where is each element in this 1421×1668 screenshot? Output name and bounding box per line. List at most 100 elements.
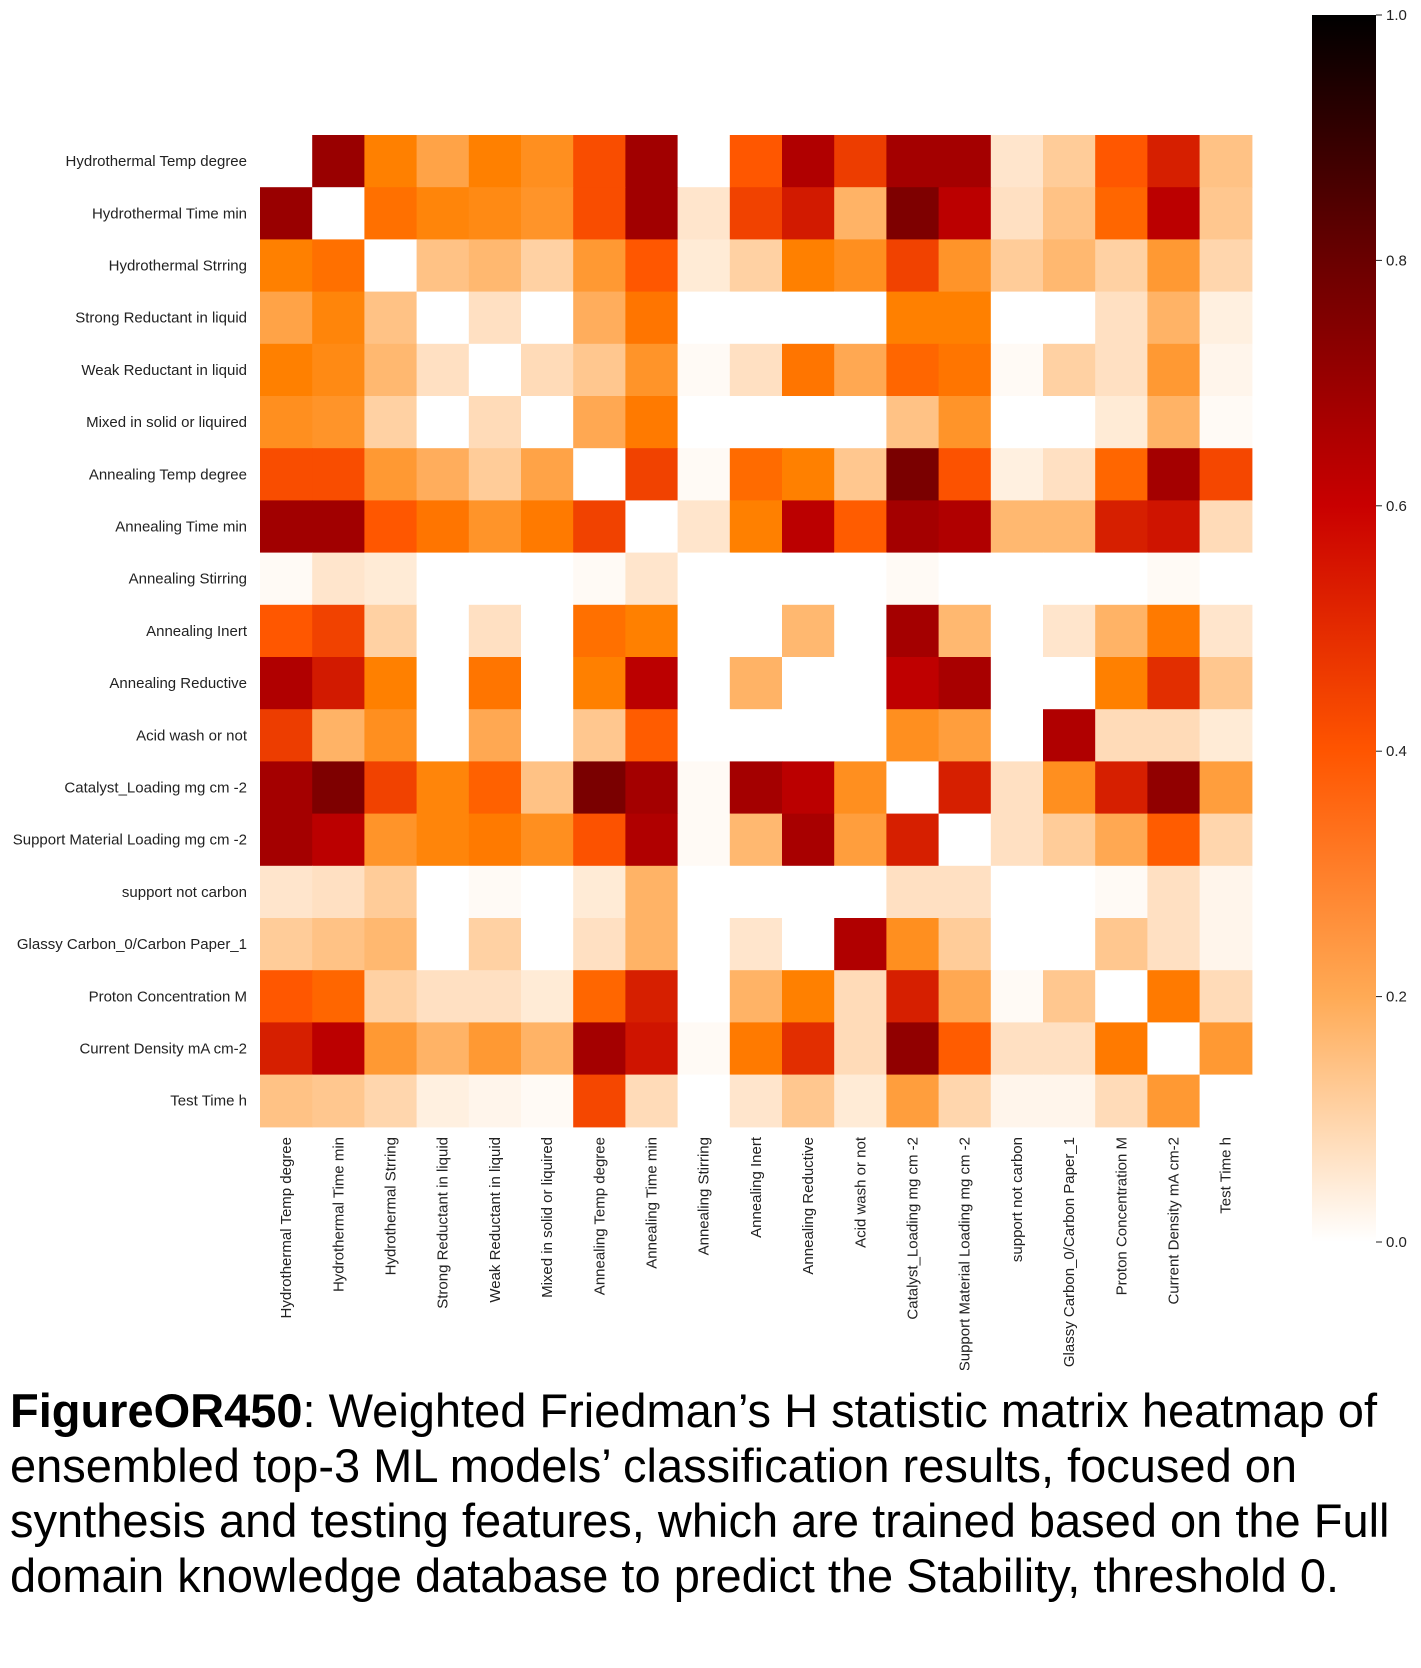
heatmap-cell	[364, 761, 418, 815]
heatmap-cell	[625, 761, 679, 815]
heatmap-cell	[782, 187, 835, 240]
heatmap-cell	[312, 343, 365, 397]
heatmap-cell	[312, 709, 365, 762]
heatmap-cell	[990, 291, 1044, 345]
column-label: Hydrothermal Temp degree	[278, 1137, 295, 1318]
heatmap-cell	[886, 239, 940, 293]
heatmap-cell	[625, 291, 679, 345]
heatmap-cell	[938, 343, 992, 397]
caption-label: FigureOR450	[10, 1384, 303, 1437]
heatmap-cell	[416, 709, 470, 762]
heatmap-cell	[1147, 1074, 1201, 1128]
heatmap-cell	[468, 500, 522, 554]
heatmap-cell	[782, 239, 835, 293]
heatmap-cell	[990, 709, 1044, 762]
heatmap-cell	[521, 552, 574, 606]
heatmap-cell	[677, 1074, 731, 1128]
heatmap-cell	[729, 343, 783, 397]
heatmap-cell	[260, 604, 313, 658]
heatmap-cell	[729, 709, 783, 762]
heatmap-cell	[260, 500, 313, 554]
heatmap-cell	[468, 291, 522, 345]
heatmap-cell	[886, 552, 940, 606]
heatmap-cell	[416, 813, 470, 867]
heatmap-cell	[938, 500, 992, 554]
heatmap-cell	[260, 1074, 313, 1128]
column-label: Test Time h	[1218, 1137, 1235, 1214]
heatmap-cell	[886, 709, 940, 762]
heatmap-cell	[521, 187, 574, 240]
heatmap-cell	[1199, 1022, 1253, 1076]
heatmap-cell	[1199, 970, 1253, 1023]
row-label: Test Time h	[170, 1093, 247, 1110]
heatmap-cell	[782, 343, 835, 397]
column-label: Hydrothermal Time min	[330, 1137, 347, 1292]
heatmap-cell	[521, 291, 574, 345]
heatmap-cell	[573, 500, 626, 554]
heatmap-cell	[834, 657, 887, 710]
heatmap-cell	[1095, 448, 1148, 501]
heatmap-cell	[886, 500, 940, 554]
heatmap-cell	[886, 865, 940, 919]
column-label: Annealing Time min	[644, 1137, 661, 1269]
heatmap-cell	[1095, 865, 1148, 919]
heatmap-cell	[1199, 448, 1253, 501]
heatmap-cell	[782, 291, 835, 345]
heatmap-cell	[312, 291, 365, 345]
heatmap-cell	[625, 500, 679, 554]
heatmap-cell	[938, 1074, 992, 1128]
row-label: Hydrothermal Strring	[109, 258, 247, 275]
heatmap-cell	[1199, 187, 1253, 240]
heatmap-cell	[364, 448, 418, 501]
heatmap-cell	[886, 761, 940, 815]
heatmap-cell	[573, 135, 626, 188]
heatmap-cell	[1043, 448, 1096, 501]
heatmap-cell	[1043, 552, 1096, 606]
heatmap-cell	[834, 865, 887, 919]
heatmap-cell	[1199, 865, 1253, 919]
heatmap-cell	[416, 604, 470, 658]
heatmap-cell	[1147, 970, 1201, 1023]
heatmap-cell	[1147, 813, 1201, 867]
heatmap-cell	[677, 813, 731, 867]
heatmap-cell	[1095, 813, 1148, 867]
heatmap-cell	[729, 187, 783, 240]
heatmap-cell	[677, 396, 731, 449]
heatmap-cell	[1043, 187, 1096, 240]
heatmap-cell	[1095, 970, 1148, 1023]
heatmap-cell	[834, 1022, 887, 1076]
heatmap-cell	[521, 865, 574, 919]
heatmap-cell	[312, 970, 365, 1023]
heatmap-cell	[625, 1022, 679, 1076]
heatmap-cell	[625, 187, 679, 240]
heatmap-cell	[521, 135, 574, 188]
heatmap-cell	[886, 448, 940, 501]
heatmap-cell	[573, 187, 626, 240]
heatmap-cell	[468, 761, 522, 815]
heatmap-cell	[364, 657, 418, 710]
heatmap-cell	[521, 813, 574, 867]
heatmap-cell	[573, 813, 626, 867]
colorbar-tick-label: 0.8	[1386, 252, 1407, 269]
heatmap-cell	[729, 970, 783, 1023]
colorbar-ticks: 0.0 0.2 0.4 0.6 0.8 1.0	[1376, 7, 1407, 1251]
row-labels: Hydrothermal Temp degree Hydrothermal Tim…	[13, 153, 248, 1110]
heatmap-cell	[938, 813, 992, 867]
heatmap-cell	[573, 604, 626, 658]
heatmap-cell	[886, 396, 940, 449]
column-label: Hydrothermal Strring	[383, 1137, 400, 1275]
heatmap-cell	[1043, 657, 1096, 710]
heatmap-cell	[1199, 552, 1253, 606]
heatmap-cell	[468, 604, 522, 658]
heatmap-cell	[625, 657, 679, 710]
heatmap-cell	[260, 552, 313, 606]
heatmap-cell	[573, 918, 626, 971]
heatmap-cell	[990, 239, 1044, 293]
heatmap-cell	[834, 500, 887, 554]
column-label: support not carbon	[1009, 1137, 1026, 1262]
heatmap-cell	[312, 135, 365, 188]
heatmap-cell	[1199, 239, 1253, 293]
row-label: Mixed in solid or liquired	[86, 414, 247, 431]
heatmap-cell	[416, 135, 470, 188]
heatmap-cell	[312, 552, 365, 606]
